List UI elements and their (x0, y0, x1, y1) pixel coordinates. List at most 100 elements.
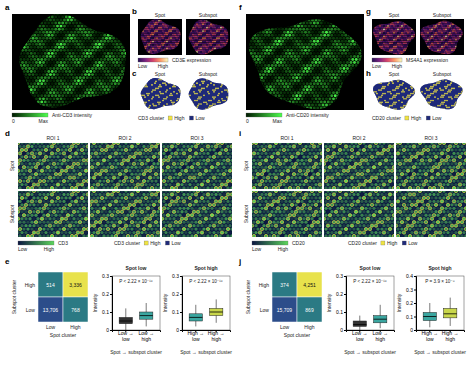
spot (225, 22, 227, 24)
spot (189, 32, 191, 34)
spot (75, 106, 78, 109)
spot (209, 35, 211, 37)
spot (96, 70, 99, 73)
spot (123, 85, 126, 88)
spot (82, 16, 85, 19)
spot (42, 37, 45, 40)
spot (82, 34, 85, 37)
spot (195, 25, 197, 27)
spot (225, 35, 227, 37)
spot (35, 13, 38, 16)
spot (185, 35, 187, 37)
spot (124, 100, 127, 103)
spot (35, 91, 38, 94)
spot (109, 85, 112, 88)
spot (147, 49, 149, 51)
spot (141, 35, 143, 37)
spot (51, 94, 54, 97)
spot (157, 46, 159, 48)
spot (130, 19, 133, 22)
spot (173, 39, 175, 41)
spot (35, 61, 38, 64)
spot (182, 37, 184, 39)
spot (44, 64, 47, 67)
spot (226, 23, 228, 25)
spot (146, 30, 148, 32)
spot (171, 53, 173, 55)
spot (37, 16, 40, 19)
spot (131, 64, 134, 67)
spot (70, 67, 73, 70)
spot (160, 30, 162, 32)
spot (221, 18, 223, 20)
spot (105, 110, 108, 113)
spot (37, 82, 40, 85)
spot (144, 41, 146, 43)
spot (70, 55, 73, 58)
spot (103, 94, 106, 97)
spot (42, 61, 45, 64)
spot (109, 97, 112, 100)
spot (89, 82, 92, 85)
spot (32, 85, 35, 88)
spot (126, 13, 129, 16)
spot (61, 64, 64, 67)
spot (11, 73, 14, 76)
spot (28, 43, 31, 46)
spot (110, 52, 113, 55)
spot (214, 34, 216, 36)
spot (89, 34, 92, 37)
spot (12, 76, 15, 79)
spot (130, 43, 133, 46)
spot (161, 42, 163, 44)
spot (109, 19, 112, 22)
spot (82, 94, 85, 97)
spot (110, 64, 113, 67)
spot (211, 18, 213, 20)
spot (179, 32, 181, 34)
spot (116, 79, 119, 82)
spot (138, 51, 140, 53)
spot (95, 110, 98, 113)
spot (81, 43, 84, 46)
spot (81, 13, 84, 16)
spot (102, 97, 105, 100)
spot (164, 51, 166, 53)
spot (224, 34, 226, 36)
spot (131, 40, 134, 43)
spot (162, 55, 164, 57)
spot (114, 22, 117, 25)
spot (47, 34, 50, 37)
spot (40, 40, 43, 43)
spot (11, 31, 14, 34)
spot (18, 13, 21, 16)
spot (54, 22, 57, 25)
spot (116, 13, 119, 16)
spot (207, 25, 209, 27)
spot (65, 58, 68, 61)
spot (91, 79, 94, 82)
spot (93, 94, 96, 97)
spot (67, 67, 70, 70)
spot (74, 43, 77, 46)
spot (61, 46, 64, 49)
image-background (186, 19, 230, 55)
spot (138, 23, 140, 25)
spot (225, 29, 227, 31)
spot (53, 73, 56, 76)
spot (161, 35, 163, 37)
spot (23, 46, 26, 49)
spot (161, 49, 163, 51)
spot (95, 19, 98, 22)
spot (32, 49, 35, 52)
spot (145, 25, 147, 27)
spot (145, 29, 147, 31)
spot (44, 82, 47, 85)
spot (205, 29, 207, 31)
spot (68, 94, 71, 97)
spot (227, 32, 229, 34)
spot (164, 55, 166, 57)
spot (205, 32, 207, 34)
spot (100, 28, 103, 31)
spot (146, 48, 148, 50)
